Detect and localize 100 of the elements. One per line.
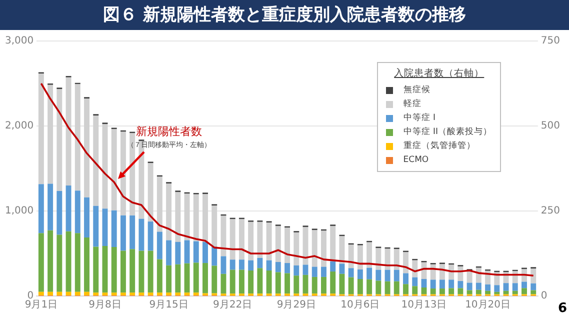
- bar: [485, 290, 491, 294]
- bar: [93, 292, 99, 296]
- bar: [248, 270, 254, 294]
- bar: [74, 84, 80, 191]
- y-tick-label: 2,000: [4, 120, 34, 132]
- bar: [93, 206, 99, 247]
- bar: [384, 248, 390, 270]
- bar: [111, 210, 117, 248]
- bar: [56, 190, 62, 235]
- bar: [275, 262, 281, 272]
- bar: [138, 250, 144, 293]
- bar: [74, 233, 80, 292]
- bar: [530, 283, 536, 290]
- bar: [238, 219, 244, 260]
- bar: [357, 245, 363, 270]
- bar: [202, 194, 208, 242]
- bar: [184, 240, 190, 264]
- bar: [485, 284, 491, 291]
- text: 新規陽性者数: [136, 124, 202, 138]
- bar: [175, 264, 181, 293]
- bar: [48, 84, 54, 184]
- x-tick-label: 10月6日: [340, 300, 380, 311]
- bar: [193, 241, 199, 263]
- bar: [56, 234, 62, 292]
- bar: [38, 233, 44, 292]
- bar: [193, 292, 199, 296]
- bar: [320, 276, 326, 294]
- legend-label: 無症候: [403, 84, 430, 96]
- bar: [248, 222, 254, 260]
- bar: [403, 284, 408, 294]
- bar: [220, 256, 226, 274]
- bar: [184, 292, 190, 296]
- x-tick-label: 9月29日: [276, 300, 316, 311]
- bar: [66, 231, 72, 292]
- bar: [166, 265, 172, 293]
- bar: [294, 276, 300, 294]
- bar: [111, 247, 117, 293]
- bar: [175, 192, 181, 242]
- bar: [84, 197, 90, 238]
- bar: [330, 272, 336, 294]
- bar: [403, 252, 408, 274]
- bar: [166, 183, 172, 240]
- bar: [394, 249, 400, 270]
- bar: [138, 218, 144, 251]
- bar: [84, 98, 90, 198]
- bar: [320, 266, 326, 277]
- bar: [394, 270, 400, 282]
- bar: [357, 279, 363, 294]
- bar: [302, 274, 308, 294]
- bar: [66, 77, 72, 186]
- bar: [84, 292, 90, 296]
- bar: [148, 222, 154, 251]
- bar: [166, 292, 172, 296]
- bar: [202, 263, 208, 294]
- bar: [466, 290, 472, 294]
- bar: [384, 281, 390, 294]
- bar: [466, 282, 472, 290]
- bar: [302, 264, 308, 275]
- bar: [421, 279, 427, 288]
- bar: [530, 268, 536, 284]
- bar: [512, 283, 518, 291]
- bar: [48, 292, 54, 296]
- bar: [376, 248, 382, 270]
- bar: [357, 269, 363, 279]
- legend-label: 軽症: [403, 98, 422, 110]
- bar: [503, 290, 509, 294]
- y2-tick-label: 500: [540, 120, 560, 132]
- bar: [111, 292, 117, 296]
- bar: [48, 184, 54, 230]
- bar: [138, 292, 144, 296]
- bar: [175, 292, 181, 296]
- bar: [503, 283, 509, 291]
- bar: [130, 292, 136, 296]
- bar: [339, 274, 345, 294]
- bar: [56, 292, 62, 296]
- bar: [476, 282, 482, 290]
- bar: [448, 288, 454, 294]
- bar: [330, 261, 336, 272]
- y-tick-label: 3,000: [4, 36, 34, 47]
- bar: [130, 133, 136, 216]
- bar: [66, 292, 72, 296]
- bar: [439, 280, 445, 289]
- bar: [130, 215, 136, 250]
- bar: [312, 266, 318, 277]
- bar: [494, 285, 500, 292]
- bar: [193, 262, 199, 293]
- bar: [156, 259, 162, 293]
- bar: [458, 281, 464, 288]
- y2-tick-label: 0: [540, 290, 548, 302]
- bar: [220, 274, 226, 294]
- bar: [530, 290, 536, 294]
- bar: [184, 263, 190, 293]
- bar: [111, 129, 117, 210]
- bar: [102, 246, 108, 293]
- bar: [494, 292, 500, 294]
- bar: [48, 230, 54, 292]
- bar: [130, 249, 136, 293]
- bar: [458, 288, 464, 294]
- bar: [512, 290, 518, 294]
- text: 6: [558, 301, 567, 316]
